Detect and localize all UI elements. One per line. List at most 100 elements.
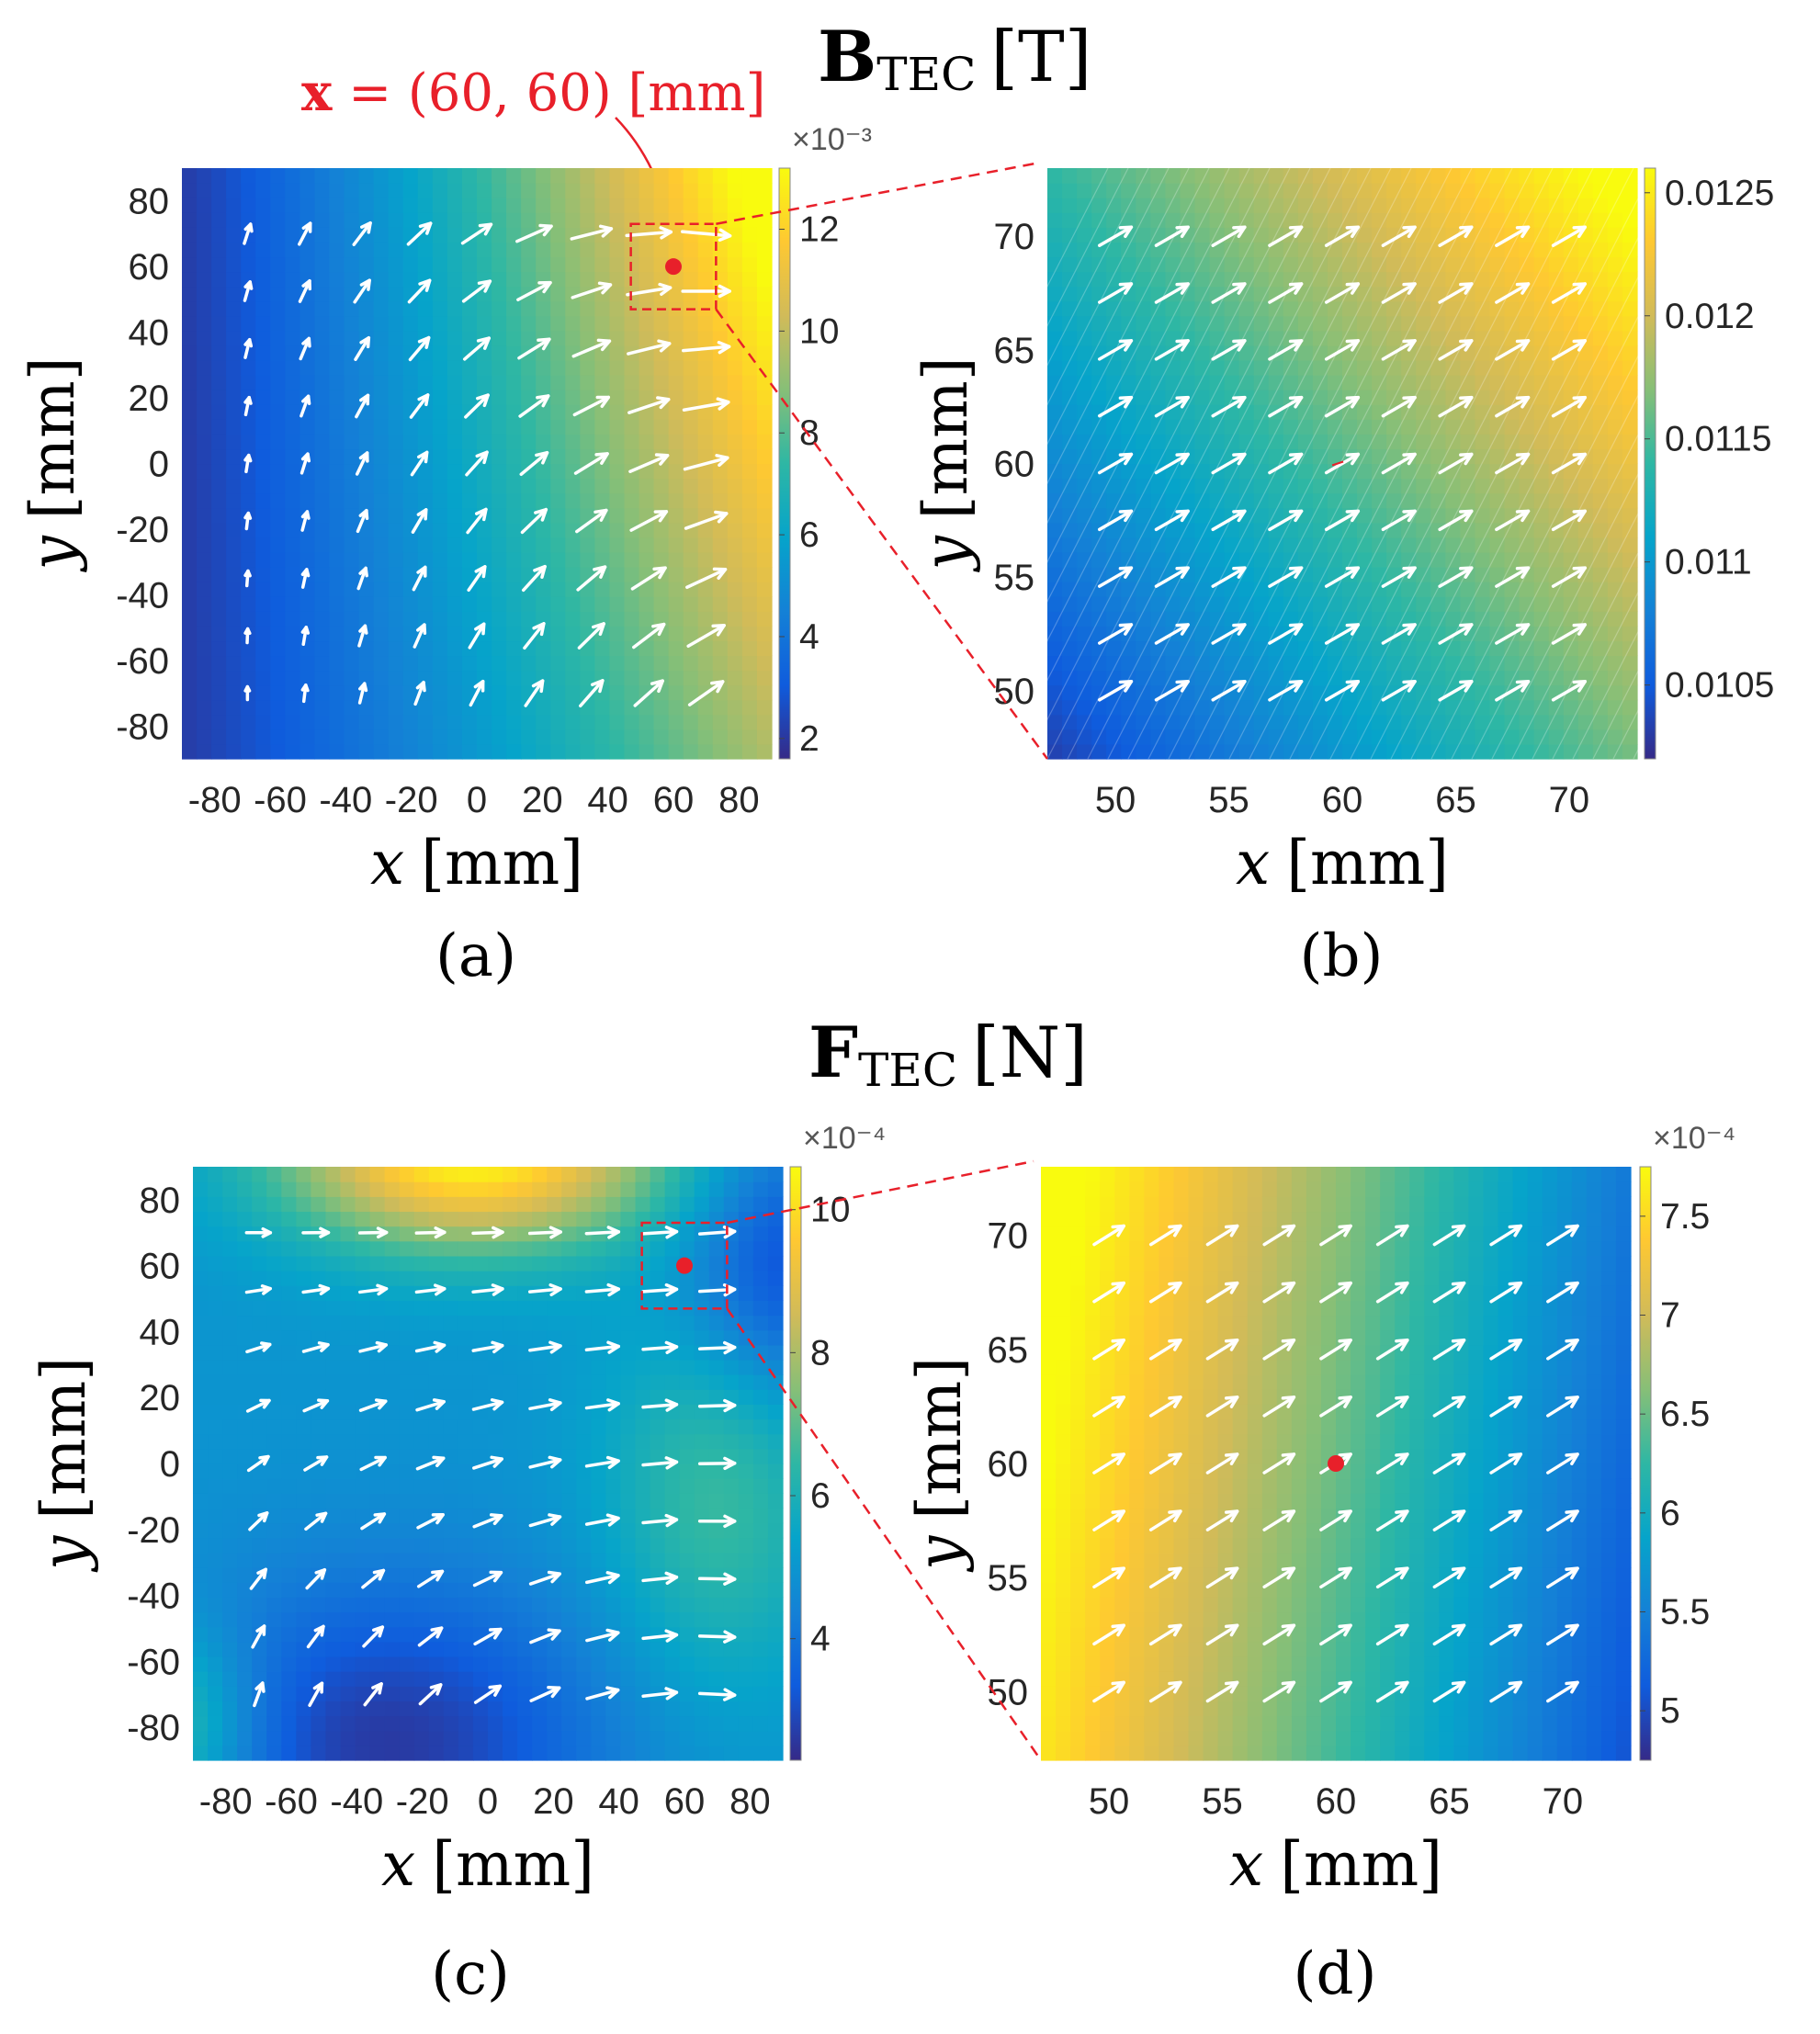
heatmap-cell [399,1374,415,1390]
heatmap-cell [432,315,448,332]
vector-arrow [627,339,672,356]
heatmap-cell [197,463,212,480]
heatmap-cell [1489,699,1506,716]
heatmap-cell [723,1655,740,1672]
heatmap-cell [369,1611,386,1628]
heatmap-cell [458,1374,474,1390]
heatmap-cell [1430,537,1446,553]
heatmap-cell [208,1701,223,1717]
heatmap-cell [594,168,611,184]
heatmap-cell [296,1211,311,1227]
vector-arrow [1211,452,1247,475]
heatmap-cell [1401,492,1417,509]
heatmap-cell [650,1167,666,1182]
heatmap-cell [1224,582,1240,597]
heatmap-cell [620,1745,637,1761]
heatmap-cell [1342,714,1358,730]
heatmap-cell [222,1508,238,1524]
heatmap-cell [488,1196,503,1213]
heatmap-cell [1283,300,1299,317]
heatmap-cell [1091,227,1107,243]
heatmap-cell [237,1389,253,1405]
vector-arrow [576,565,607,592]
heatmap-cell [226,315,242,332]
heatmap-cell [472,1493,489,1509]
heatmap-cell [344,434,360,450]
heatmap-cell [561,1537,577,1554]
heatmap-cell [241,404,256,420]
heatmap-cell [594,315,611,332]
heatmap-cell [443,1730,459,1746]
heatmap-cell [193,1537,209,1554]
heatmap-cell [1209,714,1226,730]
heatmap-cell [266,1745,282,1761]
heatmap-cell [1136,567,1151,582]
heatmap-cell [668,478,684,494]
heatmap-cell [1489,626,1506,642]
heatmap-cell [255,242,271,258]
heatmap-cell [639,478,655,494]
heatmap-cell [1563,611,1579,627]
heatmap-cell [1077,359,1092,376]
heatmap-cell [1106,198,1122,213]
heatmap-cell [694,1715,710,1732]
heatmap-cell [1106,596,1122,612]
heatmap-cell [639,714,655,730]
heatmap-cell [620,1448,637,1464]
heatmap-cell [591,1418,606,1435]
heatmap-cell [417,198,434,213]
heatmap-cell [635,1582,651,1598]
heatmap-cell [428,1433,445,1450]
heatmap-cell [1504,699,1520,716]
heatmap-cell [193,1271,209,1286]
heatmap-cell [1563,242,1579,258]
heatmap-cell [550,227,566,243]
heatmap-cell [521,212,537,228]
heatmap-cell [561,1522,577,1539]
heatmap-cell [605,1418,622,1435]
heatmap-cell [211,537,227,553]
heatmap-cell [373,714,390,730]
heatmap-cell [741,684,758,701]
heatmap-cell [503,1730,518,1746]
heatmap-cell [1106,743,1122,760]
heatmap-cell [472,1255,489,1271]
heatmap-cell [668,404,684,420]
heatmap-cell [1504,537,1520,553]
heatmap-cell [314,729,331,745]
heatmap-cell [1106,271,1122,288]
heatmap-cell [1224,375,1240,390]
heatmap-cell [1386,743,1402,760]
heatmap-cell [296,1240,311,1257]
heatmap-cell [399,1404,415,1420]
heatmap-cell [443,1315,459,1331]
heatmap-cell [1372,684,1387,701]
heatmap-cell [373,345,390,361]
heatmap-cell [1062,522,1078,538]
heatmap-cell [255,582,271,597]
heatmap-cell [402,434,419,450]
heatmap-cell [340,1745,356,1761]
heatmap-cell [222,1315,238,1331]
heatmap-cell [1136,699,1151,716]
heatmap-cell [1460,404,1476,420]
heatmap-cell [458,1567,474,1583]
heatmap-cell [1577,375,1594,390]
heatmap-cell [712,537,729,553]
heatmap-cell [708,1626,725,1643]
heatmap-cell [417,345,434,361]
heatmap-cell [503,1522,518,1539]
heatmap-cell [1607,212,1623,228]
heatmap-cell [664,1730,681,1746]
heatmap-cell [296,1715,311,1732]
contour-line [1168,167,1473,760]
heatmap-cell [1062,684,1078,701]
heatmap-cell [340,1671,356,1687]
heatmap-cell [1357,582,1373,597]
heatmap-cell [432,256,448,273]
heatmap-cell [521,359,537,376]
heatmap-cell [1180,492,1196,509]
heatmap-cell [296,1567,311,1583]
x-tick-label: 60 [1322,780,1363,820]
heatmap-cell [1342,434,1358,450]
